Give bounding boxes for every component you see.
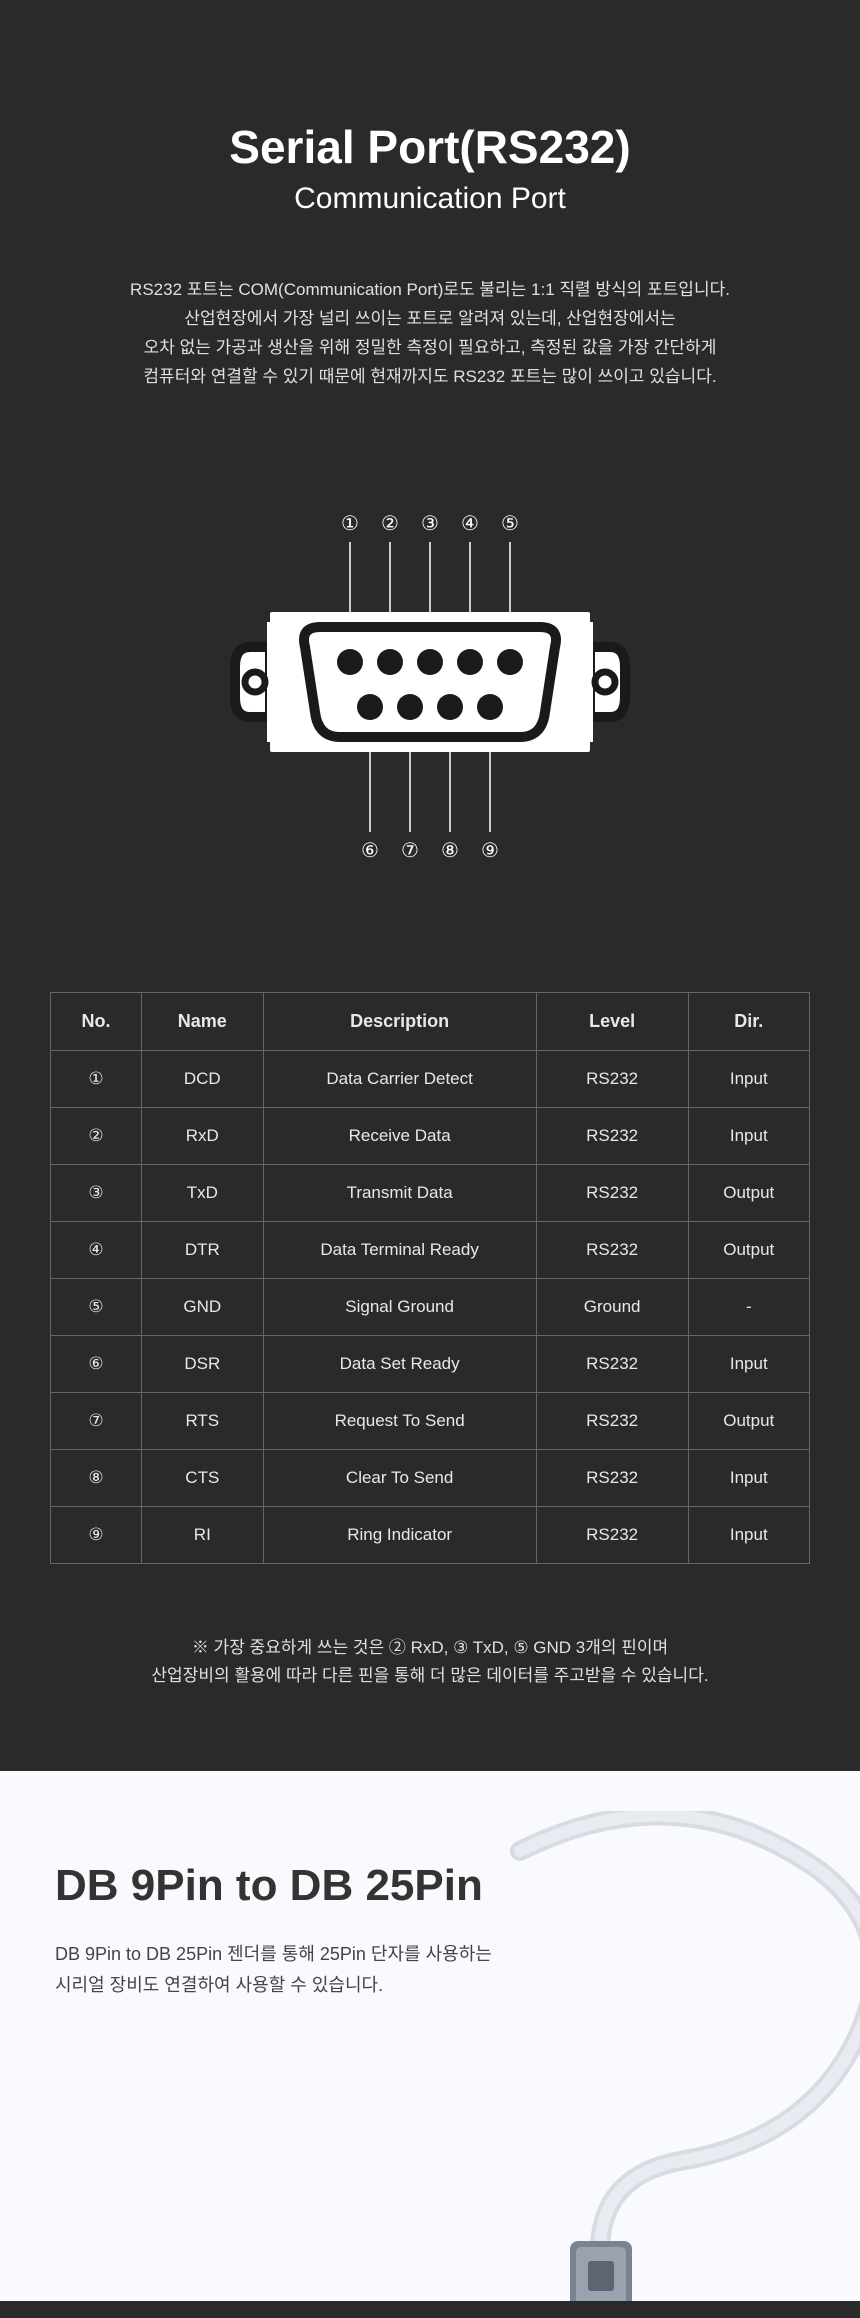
table-cell: Output [688, 1221, 809, 1278]
table-cell: RS232 [536, 1050, 688, 1107]
footnote-text: ※ 가장 중요하게 쓰는 것은 ② RxD, ③ TxD, ⑤ GND 3개의 … [50, 1634, 810, 1692]
table-row: ①DCDData Carrier DetectRS232Input [51, 1050, 810, 1107]
table-header-cell: No. [51, 992, 142, 1050]
table-row: ④DTRData Terminal ReadyRS232Output [51, 1221, 810, 1278]
pin-label-3: ③ [421, 513, 439, 535]
table-cell: CTS [142, 1449, 263, 1506]
table-header-cell: Name [142, 992, 263, 1050]
connector-diagram: ① ② ③ ④ ⑤ ⑥ ⑦ ⑧ ⑨ [50, 492, 810, 892]
table-cell: Input [688, 1335, 809, 1392]
pin-label-2: ② [381, 513, 399, 535]
table-cell: GND [142, 1278, 263, 1335]
table-cell: Input [688, 1449, 809, 1506]
table-cell: Clear To Send [263, 1449, 536, 1506]
table-cell: DSR [142, 1335, 263, 1392]
table-cell: Data Terminal Ready [263, 1221, 536, 1278]
table-cell: RxD [142, 1107, 263, 1164]
table-cell: Transmit Data [263, 1164, 536, 1221]
table-cell: Input [688, 1506, 809, 1563]
light-section: DB 9Pin to DB 25Pin DB 9Pin to DB 25Pin … [0, 1771, 860, 2300]
table-cell: Signal Ground [263, 1278, 536, 1335]
table-row: ⑦RTSRequest To SendRS232Output [51, 1392, 810, 1449]
table-cell: Input [688, 1050, 809, 1107]
table-row: ⑧CTSClear To SendRS232Input [51, 1449, 810, 1506]
pin-label-8: ⑧ [441, 840, 459, 862]
table-cell: RS232 [536, 1449, 688, 1506]
table-header-cell: Dir. [688, 992, 809, 1050]
table-header-cell: Level [536, 992, 688, 1050]
pin-label-5: ⑤ [501, 513, 519, 535]
table-row: ⑨RIRing IndicatorRS232Input [51, 1506, 810, 1563]
table-header-cell: Description [263, 992, 536, 1050]
table-cell: DCD [142, 1050, 263, 1107]
table-row: ⑥DSRData Set ReadyRS232Input [51, 1335, 810, 1392]
table-row: ③TxDTransmit DataRS232Output [51, 1164, 810, 1221]
table-cell: RS232 [536, 1221, 688, 1278]
table-cell: ③ [51, 1164, 142, 1221]
table-cell: ⑤ [51, 1278, 142, 1335]
table-cell: DTR [142, 1221, 263, 1278]
table-cell: Receive Data [263, 1107, 536, 1164]
table-cell: ⑧ [51, 1449, 142, 1506]
table-cell: RS232 [536, 1164, 688, 1221]
table-cell: Data Carrier Detect [263, 1050, 536, 1107]
table-cell: RI [142, 1506, 263, 1563]
db9-connector-svg: ① ② ③ ④ ⑤ ⑥ ⑦ ⑧ ⑨ [150, 492, 710, 892]
table-cell: Output [688, 1392, 809, 1449]
table-cell: RS232 [536, 1107, 688, 1164]
page-title: Serial Port(RS232) [50, 120, 810, 174]
table-cell: ⑨ [51, 1506, 142, 1563]
table-row: ②RxDReceive DataRS232Input [51, 1107, 810, 1164]
table-cell: RS232 [536, 1335, 688, 1392]
table-cell: Ground [536, 1278, 688, 1335]
table-cell: ④ [51, 1221, 142, 1278]
table-cell: Input [688, 1107, 809, 1164]
pinout-table: No.NameDescriptionLevelDir. ①DCDData Car… [50, 992, 810, 1564]
pin-label-7: ⑦ [401, 840, 419, 862]
table-cell: ⑥ [51, 1335, 142, 1392]
pin-label-1: ① [341, 513, 359, 535]
table-cell: Output [688, 1164, 809, 1221]
table-cell: Request To Send [263, 1392, 536, 1449]
description-text: RS232 포트는 COM(Communication Port)로도 불리는 … [50, 276, 810, 392]
dark-section: Serial Port(RS232) Communication Port RS… [0, 0, 860, 1771]
table-cell: ① [51, 1050, 142, 1107]
table-cell: ⑦ [51, 1392, 142, 1449]
cable-illustration [460, 1811, 860, 2300]
table-cell: Ring Indicator [263, 1506, 536, 1563]
table-cell: TxD [142, 1164, 263, 1221]
pin-label-9: ⑨ [481, 840, 499, 862]
pin-label-6: ⑥ [361, 840, 379, 862]
table-cell: RS232 [536, 1392, 688, 1449]
table-cell: RTS [142, 1392, 263, 1449]
table-cell: Data Set Ready [263, 1335, 536, 1392]
table-row: ⑤GNDSignal GroundGround- [51, 1278, 810, 1335]
page-subtitle: Communication Port [50, 182, 810, 216]
table-cell: ② [51, 1107, 142, 1164]
table-header-row: No.NameDescriptionLevelDir. [51, 992, 810, 1050]
pin-label-4: ④ [461, 513, 479, 535]
table-cell: - [688, 1278, 809, 1335]
table-cell: RS232 [536, 1506, 688, 1563]
